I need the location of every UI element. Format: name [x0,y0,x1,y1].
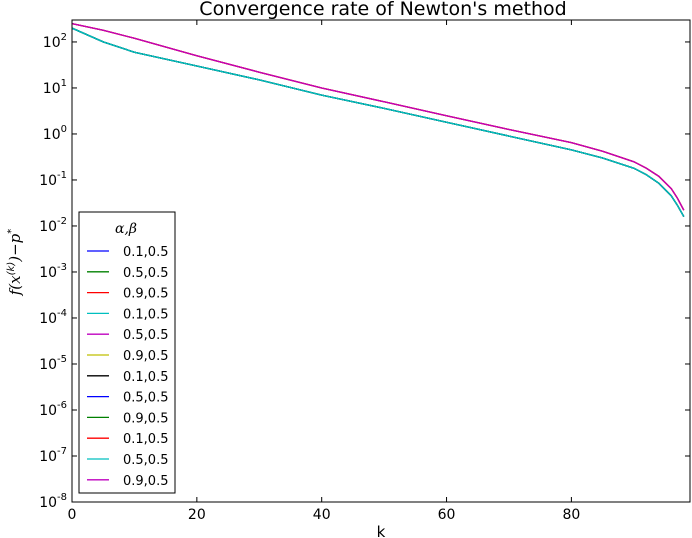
y-tick-label: 10-7 [39,446,67,465]
legend-label: 0.1,0.5 [123,432,168,447]
series-line-11 [71,27,685,217]
y-tick-label: 10-6 [39,400,67,419]
y-tick-label: 100 [43,124,67,143]
series-line-3 [71,22,685,211]
legend-label: 0.9,0.5 [123,474,168,489]
series-line-8 [71,27,685,217]
x-axis-ticks: 0 20 40 60 80 [68,20,580,523]
legend-label: 0.5,0.5 [123,453,168,468]
series-layer [71,22,685,217]
series-line-9 [71,27,685,217]
series-line-2 [71,27,685,217]
legend-label: 0.9,0.5 [123,287,168,302]
legend-label: 0.1,0.5 [123,307,168,322]
legend-title: α,β [115,221,137,237]
series-line-1 [71,27,685,217]
series-line-4 [71,27,685,217]
plot-frame [71,19,691,503]
legend-items: 0.1,0.5 0.5,0.5 0.9,0.5 0.1,0.5 0.5,0.5 0.9,0… [87,245,168,489]
legend-label: 0.1,0.5 [123,245,168,260]
y-tick-label: 10-1 [39,170,67,189]
y-axis-ticks: 102 101 100 10-1 10-2 10-3 10-4 10-5 10-6 10-7 10-… [39,32,690,511]
x-tick-label: 20 [188,507,206,523]
y-tick-label: 102 [43,32,67,51]
y-tick-label: 10-2 [39,216,67,235]
y-tick-label: 10-8 [39,492,67,511]
y-tick-label: 10-4 [39,308,67,327]
legend: α,β 0.1,0.50.5,0.50.9,0.50.1,0.50.5,0.50… [78,211,176,494]
legend-label: 0.5,0.5 [123,266,168,281]
x-tick-label: 0 [68,507,77,523]
x-axis-label: k [377,523,386,538]
chart-title: Convergence rate of Newton's method [199,0,566,20]
y-axis-label: f(x(k))−p* [6,229,24,297]
legend-box [78,211,176,494]
series-line-12 [71,22,685,211]
legend-label: 0.5,0.5 [123,391,168,406]
y-tick-label: 101 [43,78,67,97]
series-line-6 [71,22,685,211]
series-line-7 [71,27,685,217]
svg-text:f(x(k))−p*: f(x(k))−p* [6,229,24,297]
legend-label: 0.9,0.5 [123,349,168,364]
x-tick-label: 40 [313,507,331,523]
legend-label: 0.9,0.5 [123,411,168,426]
legend-label: 0.5,0.5 [123,328,168,343]
y-tick-label: 10-5 [39,354,67,373]
x-tick-label: 60 [438,507,456,523]
legend-label: 0.1,0.5 [123,370,168,385]
series-line-10 [71,22,685,211]
x-tick-label: 80 [562,507,580,523]
series-line-5 [71,22,685,211]
y-tick-label: 10-3 [39,262,67,281]
